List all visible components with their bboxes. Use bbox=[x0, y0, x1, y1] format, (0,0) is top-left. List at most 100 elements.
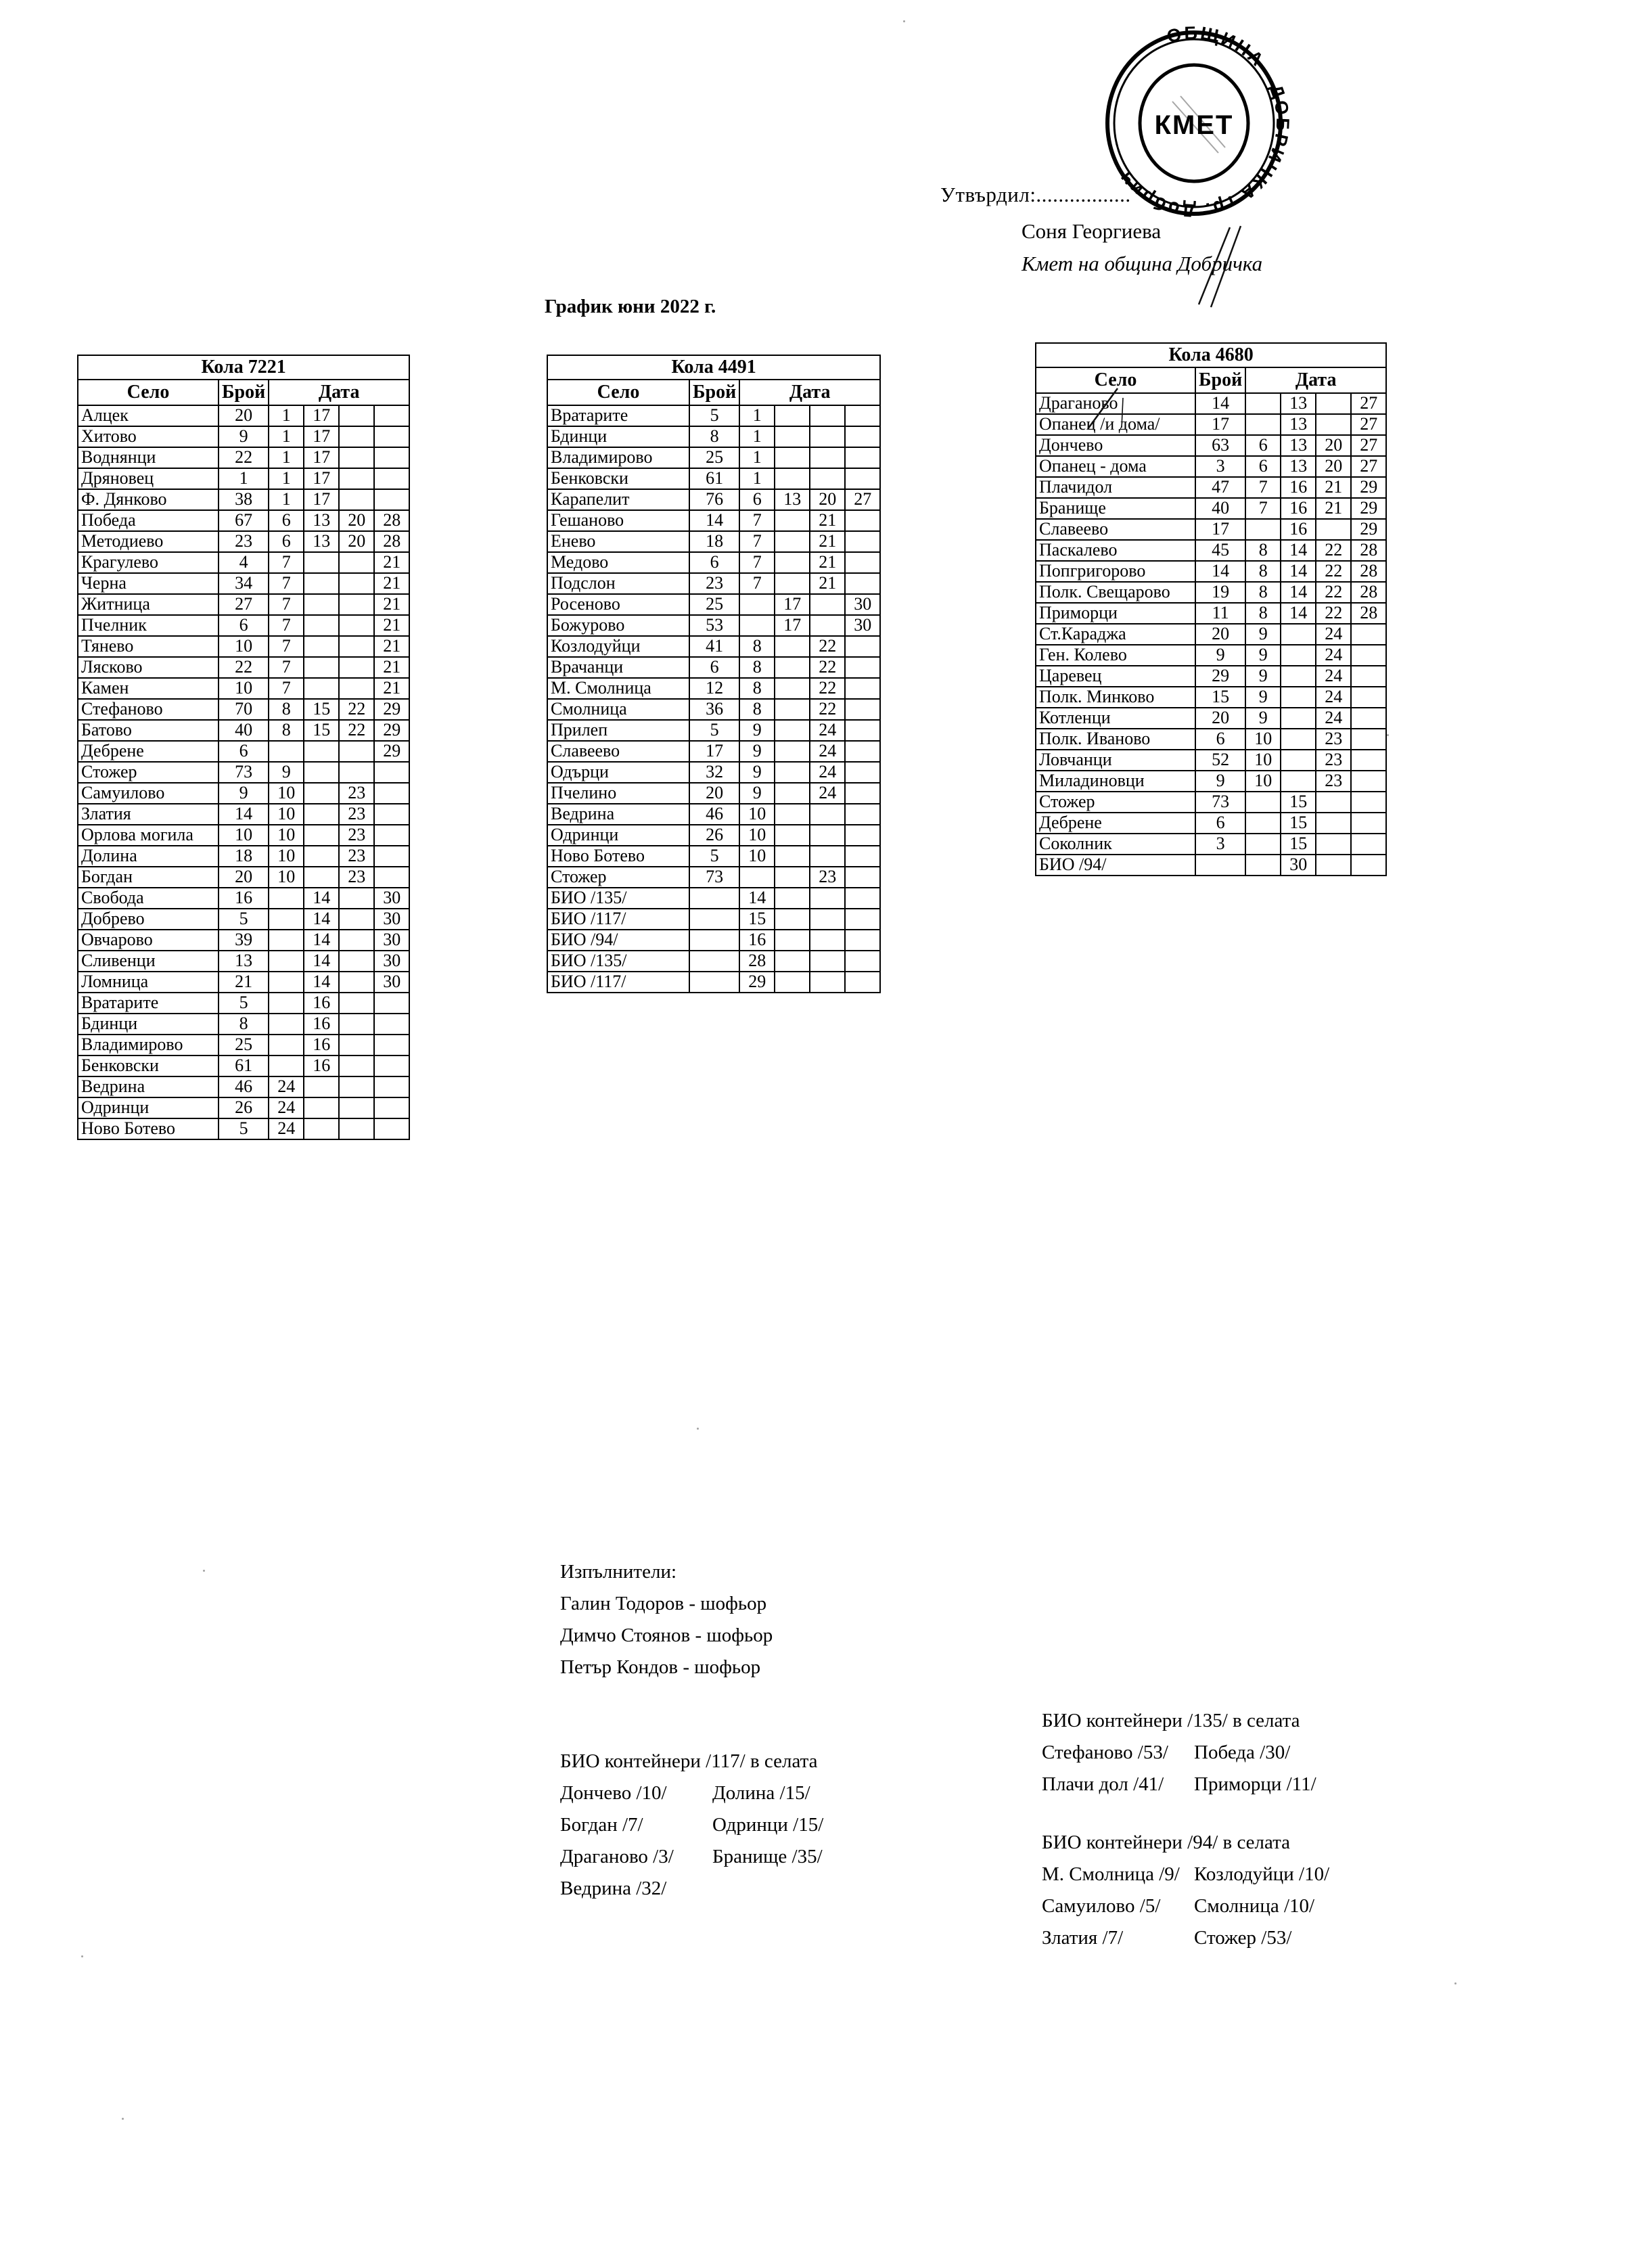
cell-date-4: 28 bbox=[1350, 560, 1387, 583]
table-row: Паскалево 45 8 14 22 28 bbox=[1035, 539, 1387, 562]
cell-date-4 bbox=[844, 551, 881, 574]
table-row: Соколник 3 15 bbox=[1035, 833, 1387, 855]
table-row: Медово 6 7 21 bbox=[547, 551, 881, 574]
cell-count: 6 bbox=[1194, 812, 1247, 834]
cell-date-3: 20 bbox=[1315, 434, 1352, 457]
cell-date-3 bbox=[809, 845, 846, 867]
cell-date-3 bbox=[338, 950, 375, 972]
cell-count: 18 bbox=[688, 530, 741, 553]
cell-date-2 bbox=[1280, 644, 1317, 666]
cell-date-4: 29 bbox=[1350, 518, 1387, 541]
approval-block: Утвърдил:................. Соня Георгиев… bbox=[940, 183, 1360, 276]
cell-date-3 bbox=[338, 1034, 375, 1056]
cell-date-4 bbox=[844, 824, 881, 846]
cell-date-3: 24 bbox=[809, 740, 846, 763]
cell-village: Славеево bbox=[547, 740, 690, 763]
table-row: Ловчанци 52 10 23 bbox=[1035, 749, 1387, 771]
table-row: Добрево 5 14 30 bbox=[77, 908, 411, 930]
cell-date-2: 16 bbox=[303, 1013, 340, 1035]
cell-date-1: 8 bbox=[1245, 539, 1282, 562]
cell-date-1: 9 bbox=[1245, 644, 1282, 666]
cell-date-1: 7 bbox=[268, 593, 305, 616]
cell-date-2 bbox=[303, 614, 340, 637]
cell-village: БИО /94/ bbox=[1035, 854, 1196, 876]
schedule-rows-4680: Драганово 14 13 27 Опанец /и дома/17 13 27 Донч… bbox=[1035, 392, 1387, 876]
cell-date-3: 21 bbox=[1315, 497, 1352, 520]
cell-date-1: 1 bbox=[268, 468, 305, 490]
cell-date-2: 16 bbox=[1280, 476, 1317, 499]
scan-speck bbox=[81, 1955, 83, 1957]
cell-village: Козлодуйци bbox=[547, 635, 690, 658]
cell-date-2: 17 bbox=[303, 405, 340, 427]
cell-count: 26 bbox=[217, 1097, 270, 1119]
cell-date-4 bbox=[1350, 665, 1387, 687]
cell-count: 3 bbox=[1194, 455, 1247, 478]
cell-date-3 bbox=[338, 677, 375, 700]
cell-date-3 bbox=[1315, 791, 1352, 813]
cell-date-4 bbox=[373, 468, 411, 490]
table-row: Бранище 40 7 16 21 29 bbox=[1035, 497, 1387, 520]
cell-village: Дряновец bbox=[77, 468, 219, 490]
bio-117-left-item: Богдан /7/ bbox=[560, 1813, 643, 1836]
cell-date-1 bbox=[739, 614, 776, 637]
table-row: Козлодуйци 41 8 22 bbox=[547, 635, 881, 658]
cell-date-4 bbox=[844, 677, 881, 700]
schedule-table-7221: Кола 7221 Село Брой Дата Алцек 20 1 17 Хитов… bbox=[76, 355, 411, 1140]
cell-date-3: 24 bbox=[1315, 665, 1352, 687]
cell-date-1: 8 bbox=[739, 635, 776, 658]
cell-count: 25 bbox=[217, 1034, 270, 1056]
table-row: Плачидол 47 7 16 21 29 bbox=[1035, 476, 1387, 499]
cell-date-2 bbox=[303, 866, 340, 888]
cell-date-3 bbox=[1315, 833, 1352, 855]
cell-date-1 bbox=[268, 1055, 305, 1077]
table-row: Тянево 10 7 21 bbox=[77, 635, 411, 658]
bio-135-title: БИО контейнери /135/ в селата bbox=[1042, 1710, 1300, 1731]
approved-by-label: Утвърдил:................. bbox=[940, 183, 1131, 206]
cell-count: 22 bbox=[217, 656, 270, 679]
cell-date-1: 10 bbox=[268, 845, 305, 867]
cell-date-1 bbox=[268, 740, 305, 763]
cell-count bbox=[688, 950, 741, 972]
schedule-rows-7221: Алцек 20 1 17 Хитово 9 1 17 Воднянци 22 1 17 Дрянове… bbox=[77, 405, 411, 1140]
cell-date-2: 30 bbox=[1280, 854, 1317, 876]
cell-date-3 bbox=[338, 572, 375, 595]
cell-date-2 bbox=[774, 761, 811, 784]
cell-village: Полк. Минково bbox=[1035, 686, 1196, 708]
cell-date-2: 13 bbox=[303, 530, 340, 553]
cell-date-2 bbox=[774, 572, 811, 595]
cell-village: Подслон bbox=[547, 572, 690, 595]
table-row: Сливенци 13 14 30 bbox=[77, 950, 411, 972]
cell-date-1 bbox=[739, 866, 776, 888]
cell-date-2 bbox=[303, 782, 340, 804]
cell-date-4 bbox=[373, 866, 411, 888]
cell-date-3: 21 bbox=[809, 551, 846, 574]
cell-date-4: 27 bbox=[1350, 392, 1387, 415]
cell-count: 46 bbox=[217, 1076, 270, 1098]
cell-date-4: 29 bbox=[373, 698, 411, 721]
table-row: Воднянци 22 1 17 bbox=[77, 447, 411, 469]
cell-date-3: 21 bbox=[1315, 476, 1352, 499]
cell-date-3: 22 bbox=[809, 635, 846, 658]
table-row: Миладиновци 9 10 23 bbox=[1035, 770, 1387, 792]
cell-village: Ловчанци bbox=[1035, 749, 1196, 771]
cell-count: 16 bbox=[217, 887, 270, 909]
cell-date-1: 28 bbox=[739, 950, 776, 972]
bio-containers-117-block: БИО контейнери /117/ в селата Дончево /1… bbox=[560, 1746, 823, 1905]
cell-date-1: 10 bbox=[1245, 749, 1282, 771]
table-row: Бдинци 8 16 bbox=[77, 1013, 411, 1035]
table-row: Попгригорово 14 8 14 22 28 bbox=[1035, 560, 1387, 583]
cell-date-1: 1 bbox=[739, 447, 776, 469]
table-row: Дебрене 6 15 bbox=[1035, 812, 1387, 834]
cell-date-4 bbox=[844, 782, 881, 804]
cell-village: Опанец /и дома/ bbox=[1035, 413, 1196, 436]
cell-date-1: 14 bbox=[739, 887, 776, 909]
cell-date-3 bbox=[338, 656, 375, 679]
cell-village: Житница bbox=[77, 593, 219, 616]
cell-date-4: 28 bbox=[1350, 581, 1387, 604]
cell-count: 23 bbox=[217, 530, 270, 553]
cell-date-3 bbox=[338, 614, 375, 637]
cell-date-2 bbox=[774, 740, 811, 763]
cell-village: Пчелник bbox=[77, 614, 219, 637]
table-row: Ново Ботево 5 24 bbox=[77, 1118, 411, 1140]
cell-date-2 bbox=[774, 950, 811, 972]
